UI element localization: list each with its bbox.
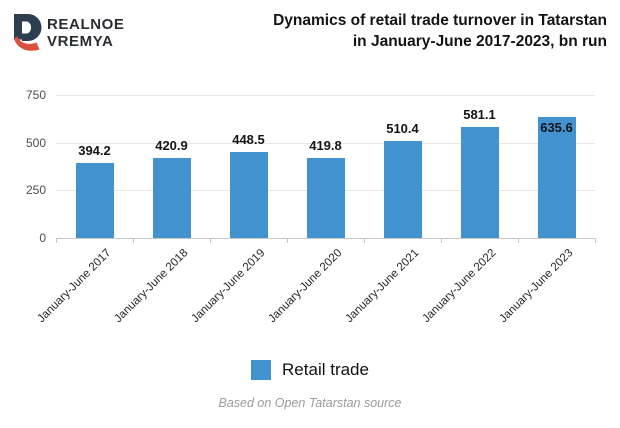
gridline-500	[56, 142, 595, 144]
brand-logo: REALNOE VREMYA	[12, 13, 125, 54]
chart-legend: Retail trade	[0, 360, 620, 380]
source-note: Based on Open Tatarstan source	[218, 396, 402, 410]
bar-January-June 2018	[152, 157, 191, 238]
y-axis-tick-label: 500	[25, 135, 46, 150]
bar-value-label: 419.8	[309, 137, 342, 153]
x-axis-tick	[287, 238, 288, 243]
legend-label-retail-trade: Retail trade	[282, 360, 369, 379]
x-axis-tick	[364, 238, 365, 243]
x-axis-tick	[595, 238, 596, 243]
bar-January-June 2020	[306, 157, 345, 238]
chart-title-line1: Dynamics of retail trade turnover in Tat…	[273, 12, 607, 29]
brand-name-line1: REALNOE	[47, 16, 125, 33]
brand-name-line2: VREMYA	[47, 33, 114, 50]
y-axis-tick-label: 750	[25, 88, 46, 102]
bar-January-June 2021	[383, 140, 422, 238]
x-axis-tick	[441, 238, 442, 243]
chart-title: Dynamics of retail trade turnover in Tat…	[273, 10, 607, 52]
bar-January-June 2022	[460, 127, 499, 238]
bar-value-label: 635.6	[540, 119, 573, 135]
y-axis-tick-label: 250	[25, 183, 46, 198]
brand-name: REALNOE VREMYA	[47, 16, 125, 50]
gridline-0	[56, 238, 595, 239]
x-axis-label: January-June 2023	[496, 247, 575, 326]
x-axis-tick	[133, 238, 134, 243]
bar-value-label: 510.4	[386, 120, 419, 136]
realnoe-vremya-logo-icon	[14, 14, 42, 51]
x-axis-tick	[56, 238, 57, 243]
bar-January-June 2019	[229, 152, 268, 238]
x-axis-tick	[210, 238, 211, 243]
bar-value-label: 420.9	[155, 137, 188, 153]
bar-value-label: 394.2	[78, 142, 111, 158]
y-axis-tick-label: 0	[39, 231, 46, 245]
bar-value-label: 581.1	[463, 107, 496, 123]
bar-value-label: 448.5	[232, 132, 265, 148]
bar-January-June 2023	[537, 116, 576, 238]
chart-title-line2: in January-June 2017-2023, bn run	[352, 33, 607, 50]
legend-swatch-retail-trade	[251, 360, 272, 380]
bar-January-June 2017	[75, 162, 114, 238]
x-axis-tick	[518, 238, 519, 243]
gridline-750	[56, 95, 595, 96]
